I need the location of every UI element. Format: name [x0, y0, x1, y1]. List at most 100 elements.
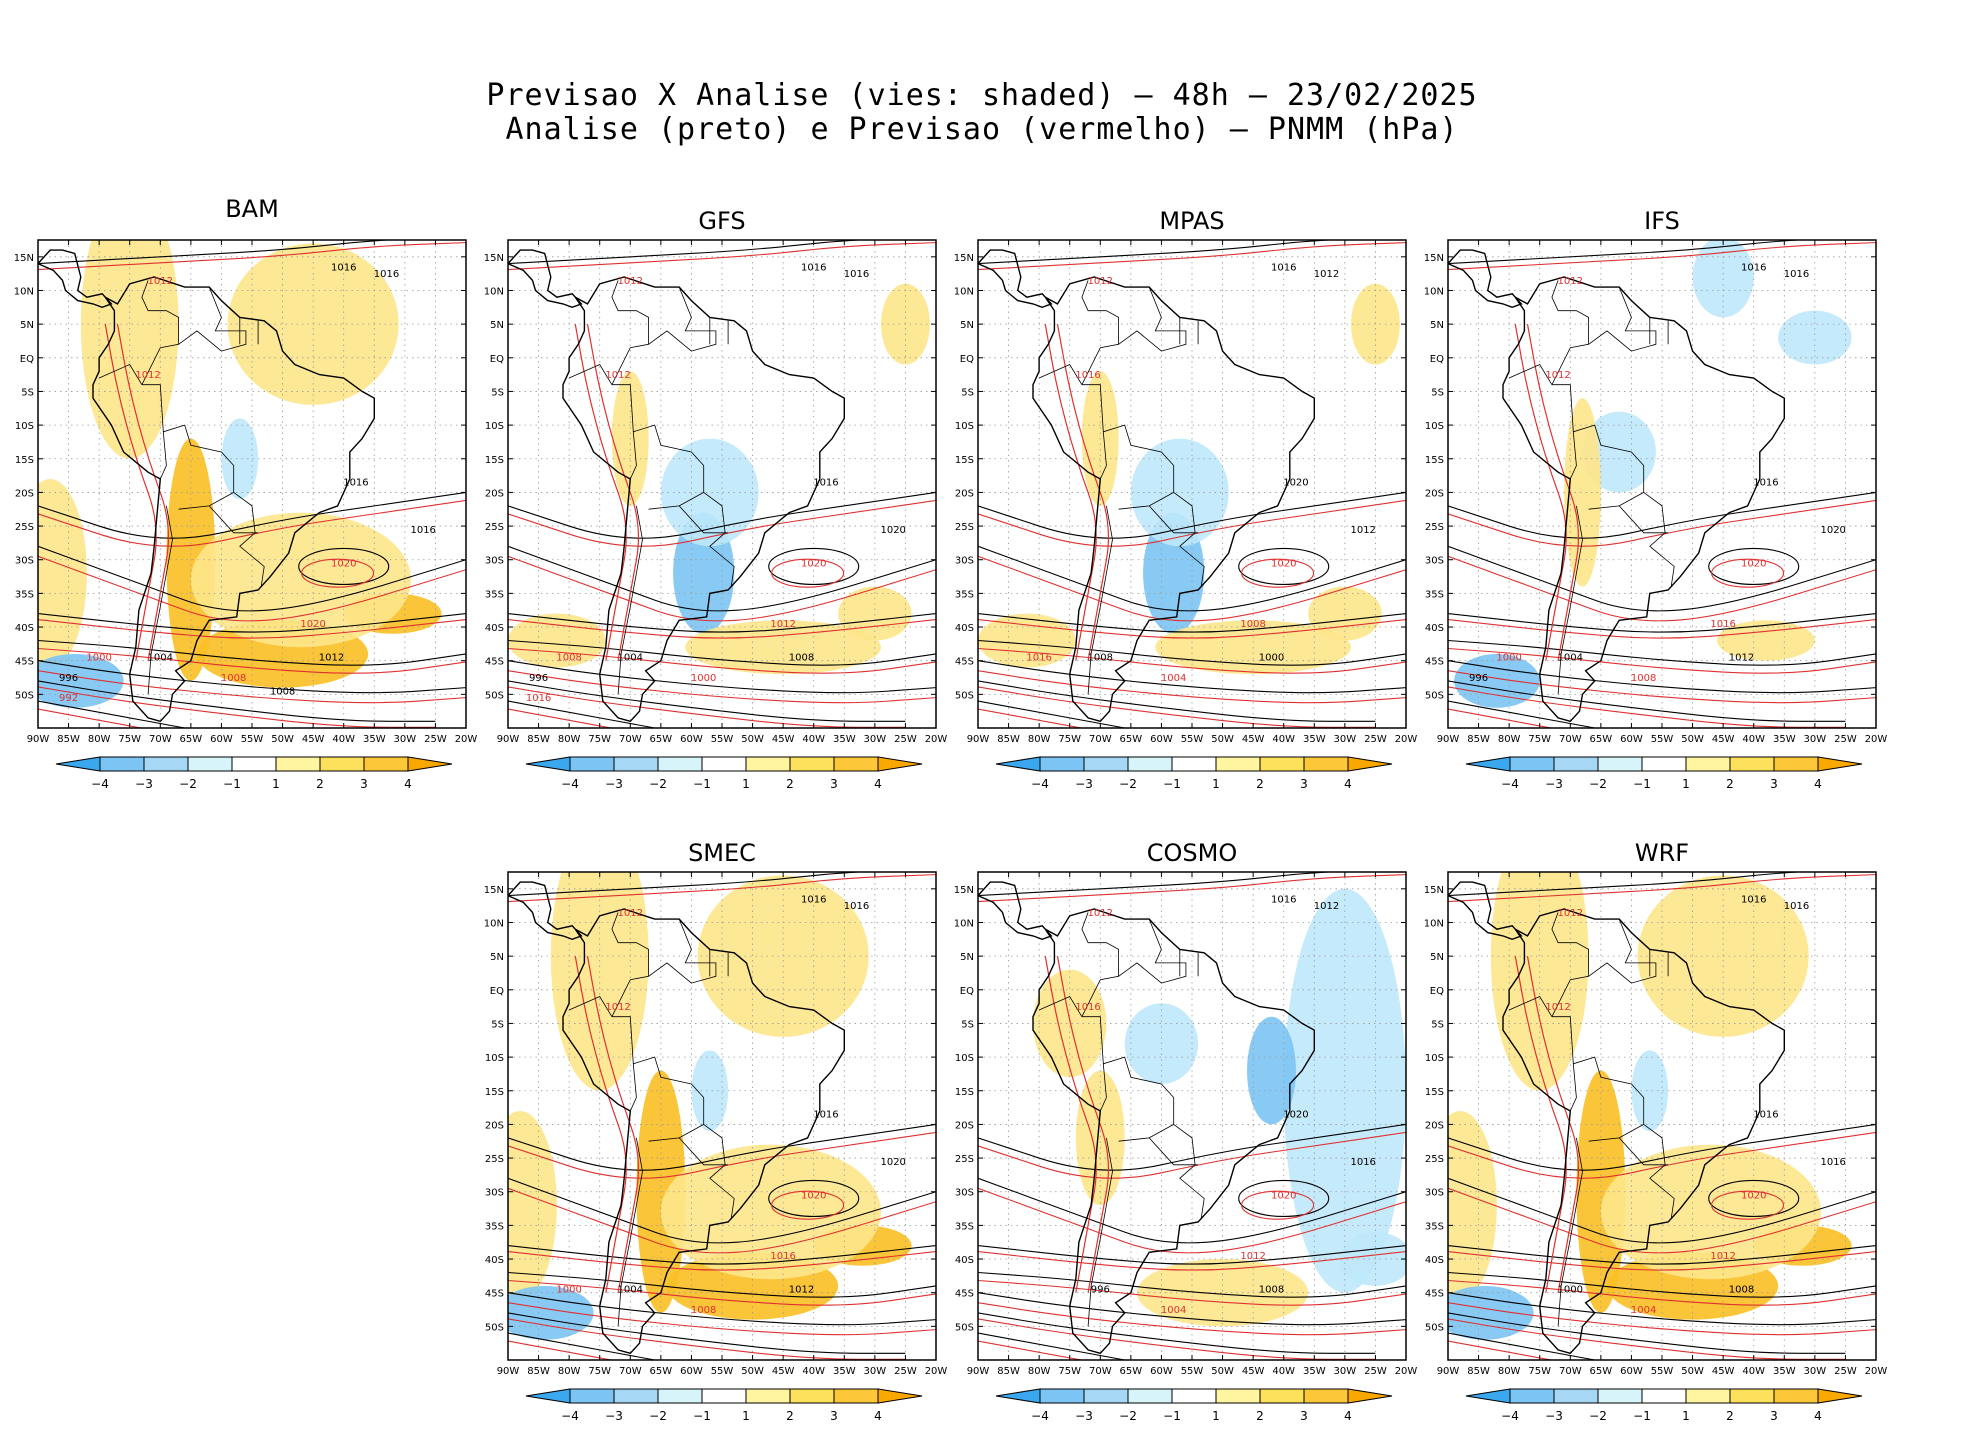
lat-label: 15N — [954, 885, 974, 896]
colorbar-label: 3 — [1770, 777, 1778, 791]
country-border — [703, 1124, 735, 1219]
isobar-label-forecast: 1000 — [556, 1285, 581, 1296]
lon-label: 25W — [1834, 734, 1857, 745]
lat-label: 5S — [491, 1019, 504, 1030]
colorbar-segment — [99, 756, 145, 772]
lon-label: 20W — [925, 734, 948, 745]
bias-shade — [1600, 1144, 1821, 1280]
lon-label: 75W — [1058, 1366, 1081, 1377]
lat-label: 10S — [955, 1053, 974, 1064]
colorbar-label: −2 — [1589, 1409, 1607, 1423]
country-border — [1551, 1016, 1645, 1142]
lat-label: 45S — [1425, 1289, 1444, 1300]
colorbar-label: −4 — [1031, 1409, 1049, 1423]
isobar-analysis — [508, 613, 936, 633]
isobar-forecast — [978, 708, 1085, 728]
lon-label: 60W — [1150, 734, 1173, 745]
colorbar-label: −3 — [605, 777, 623, 791]
lon-label: 25W — [894, 1366, 917, 1377]
high-contour-analysis — [1238, 547, 1330, 586]
isobar-forecast — [508, 647, 936, 674]
isobar-forecast — [508, 242, 936, 271]
country-border — [611, 280, 650, 385]
isobar-analysis — [508, 1332, 655, 1360]
lon-label: 75W — [588, 734, 611, 745]
isobar-label-forecast: 1012 — [1710, 1251, 1735, 1262]
lat-label: 35S — [1425, 589, 1444, 600]
lat-label: 45S — [485, 1289, 504, 1300]
lon-label: 25W — [1364, 1366, 1387, 1377]
colorbar-label: −2 — [649, 777, 667, 791]
central-america-coastline — [508, 249, 583, 309]
colorbar-segment — [613, 756, 659, 772]
isobar-label-analysis: 1016 — [1753, 478, 1778, 489]
lon-label: 65W — [650, 734, 673, 745]
lon-label: 45W — [772, 1366, 795, 1377]
isobar-label-analysis: 1016 — [331, 262, 356, 273]
lat-label: 20S — [1425, 488, 1444, 499]
isobar-analysis — [978, 700, 1125, 728]
country-border — [678, 1137, 729, 1166]
lat-label: 15N — [1424, 253, 1444, 264]
country-border — [1588, 286, 1657, 352]
isobar-analysis — [1448, 700, 1595, 728]
isobar-forecast — [1448, 1187, 1876, 1254]
colorbar-segment — [1171, 1388, 1217, 1404]
lat-label: 15S — [955, 1087, 974, 1098]
isobar-analysis — [978, 1332, 1125, 1360]
isobar-analysis — [508, 1292, 936, 1326]
high-contour-forecast — [771, 558, 845, 588]
isobar-analysis — [1448, 872, 1806, 897]
isobar-label-analysis: 996 — [1091, 1285, 1110, 1296]
isobar-label-analysis: 1020 — [1820, 525, 1845, 536]
central-america-coastline — [38, 249, 113, 309]
colorbar-label: 1 — [1212, 1409, 1220, 1423]
colorbar-segment — [1083, 1388, 1129, 1404]
lat-label: 10N — [14, 286, 34, 297]
colorbar-label: 1 — [742, 1409, 750, 1423]
andes-contour-forecast — [116, 324, 170, 661]
country-border — [1551, 384, 1645, 510]
lat-label: 30S — [955, 1188, 974, 1199]
country-border — [1118, 918, 1187, 984]
south-america-coastline — [1032, 908, 1315, 1355]
isobar-label-analysis: 1016 — [801, 894, 826, 905]
colorbar-arrow-left — [525, 1388, 571, 1404]
lon-label: 20W — [1395, 1366, 1418, 1377]
bias-shade — [1631, 1050, 1669, 1132]
lon-label: 70W — [619, 734, 642, 745]
country-border — [1081, 384, 1175, 510]
country-border — [629, 431, 637, 480]
isobar-analysis — [978, 1123, 1406, 1171]
isobar-label-analysis: 1004 — [618, 653, 643, 664]
colorbar-segment — [231, 756, 277, 772]
isobar-analysis — [978, 1177, 1406, 1244]
isobar-forecast — [1448, 1318, 1846, 1360]
isobar-analysis — [1448, 1332, 1595, 1360]
lon-label: 40W — [802, 734, 825, 745]
isobar-label-forecast: 1004 — [1161, 1305, 1186, 1316]
isobar-analysis — [38, 680, 436, 722]
map-mpas: 1016 1012 1012 1016 1020 1020 1012 1008 1000 1004… — [954, 239, 1417, 745]
map-bam: 1016 1012 1016 1012 1016 1020 1016 1020 1012 1008… — [14, 239, 477, 745]
colorbar-segment — [1127, 756, 1173, 772]
colorbar-segment — [1039, 1388, 1085, 1404]
isobar-label-analysis: 1012 — [319, 653, 344, 664]
lon-label: 70W — [1089, 1366, 1112, 1377]
isobar-forecast — [508, 1340, 615, 1360]
high-contour-analysis — [1708, 1179, 1800, 1218]
isobar-label-forecast: 1016 — [526, 693, 551, 704]
isobar-analysis — [508, 872, 866, 897]
panel-title-wrf: WRF — [1634, 839, 1690, 867]
lon-label: 35W — [1773, 734, 1796, 745]
lat-label: 50S — [955, 1322, 974, 1333]
lat-label: 30S — [955, 556, 974, 567]
isobar-forecast — [508, 874, 936, 903]
isobar-label-analysis: 1020 — [1283, 1110, 1308, 1121]
high-contour-analysis — [768, 1179, 860, 1218]
lon-label: 25W — [894, 734, 917, 745]
country-border — [178, 286, 247, 352]
colorbar-segment — [1509, 756, 1555, 772]
colorbar-segment — [1083, 756, 1129, 772]
isobar-forecast — [508, 1302, 936, 1336]
